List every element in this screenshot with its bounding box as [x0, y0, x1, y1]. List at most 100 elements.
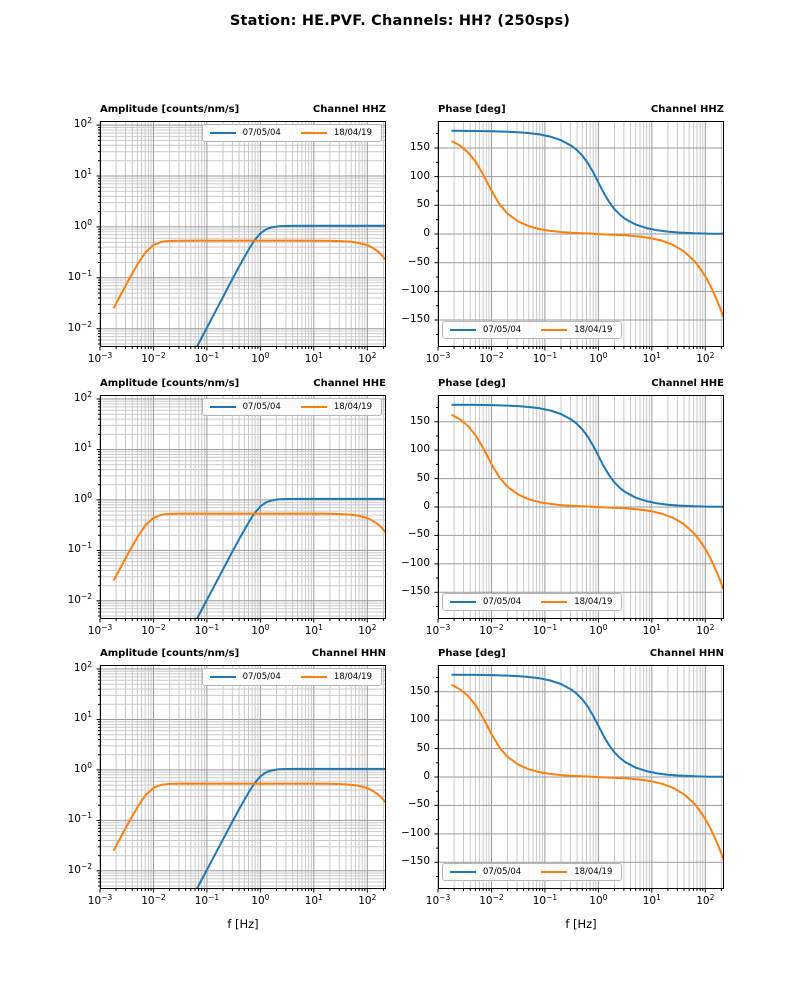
y-tick-label: 10−1	[67, 541, 92, 556]
y-tick-label: −150	[401, 855, 430, 868]
curves	[451, 403, 724, 591]
amplitude-axes-title: Amplitude [counts/nm/s]	[100, 378, 240, 389]
figure-title: Station: HE.PVF. Channels: HH? (250sps)	[229, 13, 571, 29]
phase-curve-07-05-04	[451, 129, 724, 235]
axes-spines	[438, 121, 724, 347]
x-tick-label: 102	[696, 893, 715, 907]
y-tick-label: −100	[401, 556, 430, 569]
legend-label: 18/04/19	[574, 597, 613, 607]
x-tick-label: 10−3	[87, 351, 113, 365]
legend-entry: 07/05/04	[209, 672, 281, 682]
x-tick-label: 10−3	[87, 893, 113, 907]
curves	[451, 129, 724, 319]
amplitude-axes-title: Amplitude [counts/nm/s]	[100, 648, 240, 659]
x-tick-label: 102	[696, 623, 715, 637]
minor-grid	[100, 395, 386, 619]
y-tick-label: 10−2	[67, 591, 92, 606]
x-tick-label: 10−2	[141, 893, 166, 907]
amplitude-curve-18-04-19	[112, 239, 386, 309]
x-tick-label: 100	[589, 623, 608, 637]
y-tick-label: 102	[73, 660, 92, 675]
legend-line-swatch	[541, 601, 568, 603]
y-tick-label: 150	[409, 684, 430, 697]
y-tick-label: 150	[409, 140, 430, 153]
legend-line-swatch	[300, 132, 327, 134]
x-tick-label: 101	[642, 893, 661, 907]
legend-label: 07/05/04	[242, 128, 281, 138]
legend: 07/05/04 18/04/19	[442, 593, 623, 611]
legend-line-swatch	[209, 132, 236, 134]
tick-marks	[434, 677, 722, 893]
y-tick-label: 100	[409, 169, 430, 182]
phase-axes-title: Phase [deg]	[438, 378, 506, 389]
tick-marks	[96, 668, 384, 893]
legend-label: 18/04/19	[574, 867, 613, 877]
amplitude-curve-18-04-19	[112, 782, 386, 852]
y-tick-label: 100	[73, 760, 92, 775]
y-tick-label: −100	[401, 284, 430, 297]
tick-marks	[96, 124, 384, 351]
x-axis-label: f [Hz]	[565, 917, 597, 931]
curves	[451, 673, 724, 861]
x-tick-label: 102	[696, 351, 715, 365]
amplitude-curve-07-05-04	[195, 767, 386, 889]
phase-curve-07-05-04	[451, 403, 724, 508]
y-tick-label: 101	[73, 710, 92, 725]
legend: 07/05/04 18/04/19	[442, 321, 623, 339]
x-tick-label: 101	[304, 893, 323, 907]
legend-label: 07/05/04	[242, 672, 281, 682]
channel-title: Channel HHE	[651, 378, 724, 389]
y-tick-label: −150	[401, 313, 430, 326]
tick-marks	[434, 133, 722, 351]
y-tick-label: 50	[416, 741, 430, 754]
legend: 07/05/04 18/04/19	[201, 398, 382, 416]
legend-label: 18/04/19	[333, 402, 372, 412]
x-tick-label: 102	[358, 351, 377, 365]
legend-label: 07/05/04	[242, 402, 281, 412]
legend-label: 07/05/04	[483, 597, 522, 607]
y-tick-label: 10−2	[67, 861, 92, 876]
channel-title: Channel HHZ	[312, 104, 386, 115]
legend-line-swatch	[209, 406, 236, 408]
legend-entry: 07/05/04	[209, 128, 281, 138]
curves	[112, 767, 386, 889]
y-tick-label: 100	[73, 490, 92, 505]
legend-line-swatch	[209, 676, 236, 678]
x-tick-label: 100	[251, 623, 270, 637]
x-axis-label: f [Hz]	[227, 917, 259, 931]
phase-axes-title: Phase [deg]	[438, 648, 506, 659]
legend-entry: 18/04/19	[541, 325, 612, 335]
y-tick-label: 10−1	[67, 268, 92, 283]
y-tick-label: −150	[401, 585, 430, 598]
legend-entry: 18/04/19	[300, 672, 372, 682]
amplitude-axes-HHE	[96, 395, 386, 623]
x-tick-label: 10−3	[425, 623, 451, 637]
legend: 07/05/04 18/04/19	[201, 124, 382, 142]
legend-entry: 07/05/04	[209, 402, 281, 412]
major-grid	[437, 395, 724, 619]
amplitude-curve-07-05-04	[195, 497, 386, 619]
y-tick-label: 10−2	[67, 319, 92, 334]
legend-entry: 07/05/04	[450, 867, 521, 877]
y-tick-label: 100	[409, 443, 430, 456]
y-tick-label: −50	[407, 528, 430, 541]
axes-spines	[438, 665, 724, 889]
legend-line-swatch	[541, 871, 568, 873]
legend-line-swatch	[300, 406, 327, 408]
legend-line-swatch	[300, 676, 327, 678]
legend: 07/05/04 18/04/19	[201, 668, 382, 686]
legend-entry: 18/04/19	[541, 867, 612, 877]
channel-title: Channel HHE	[313, 378, 386, 389]
x-tick-label: 100	[251, 351, 270, 365]
axes-spines	[100, 395, 386, 619]
minor-grid	[100, 665, 386, 889]
phase-curve-18-04-19	[451, 413, 724, 591]
x-tick-label: 10−1	[194, 893, 220, 907]
legend: 07/05/04 18/04/19	[442, 863, 623, 881]
y-tick-label: 0	[423, 770, 430, 782]
axes-spines	[438, 395, 724, 619]
x-tick-label: 10−1	[532, 893, 558, 907]
legend-label: 18/04/19	[574, 325, 613, 335]
legend-line-swatch	[450, 329, 476, 331]
